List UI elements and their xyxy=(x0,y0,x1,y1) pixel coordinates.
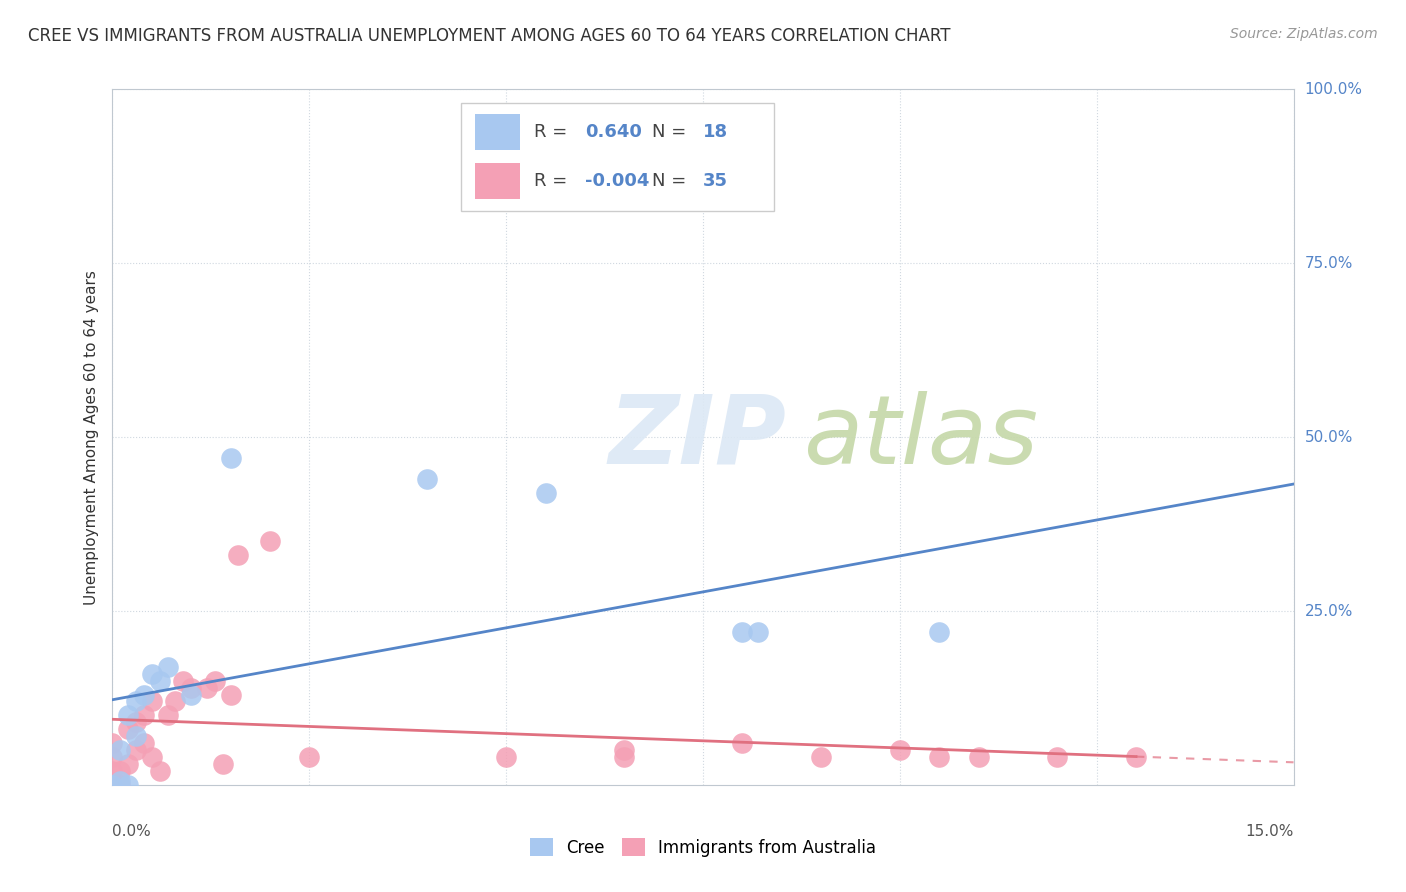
Text: N =: N = xyxy=(652,123,692,141)
Point xyxy=(141,750,163,764)
Point xyxy=(101,778,124,792)
FancyBboxPatch shape xyxy=(475,163,520,199)
Text: CREE VS IMMIGRANTS FROM AUSTRALIA UNEMPLOYMENT AMONG AGES 60 TO 64 YEARS CORRELA: CREE VS IMMIGRANTS FROM AUSTRALIA UNEMPL… xyxy=(28,27,950,45)
Point xyxy=(117,708,139,723)
Point xyxy=(141,666,163,681)
Point xyxy=(110,764,132,778)
Text: 75.0%: 75.0% xyxy=(1305,256,1353,270)
Point xyxy=(180,688,202,702)
Point xyxy=(125,729,148,743)
Legend: Cree, Immigrants from Australia: Cree, Immigrants from Australia xyxy=(530,838,876,856)
Point xyxy=(731,736,754,750)
Text: 25.0%: 25.0% xyxy=(1305,604,1353,618)
Text: 50.0%: 50.0% xyxy=(1305,430,1353,444)
Point xyxy=(180,681,202,695)
Point xyxy=(149,673,172,688)
Point xyxy=(156,659,179,673)
Text: 0.0%: 0.0% xyxy=(112,824,152,838)
Point xyxy=(141,694,163,708)
Text: Source: ZipAtlas.com: Source: ZipAtlas.com xyxy=(1230,27,1378,41)
FancyBboxPatch shape xyxy=(475,114,520,151)
Point xyxy=(117,778,139,792)
Point xyxy=(172,673,194,688)
Point xyxy=(125,743,148,757)
Text: R =: R = xyxy=(534,123,574,141)
Point xyxy=(1125,750,1147,764)
Point xyxy=(101,736,124,750)
Point xyxy=(928,624,950,639)
Point xyxy=(125,694,148,708)
Point xyxy=(495,750,517,764)
Point xyxy=(110,778,132,792)
Point xyxy=(259,534,281,549)
Point xyxy=(1046,750,1069,764)
Point xyxy=(165,694,187,708)
Point xyxy=(747,624,769,639)
Point xyxy=(613,750,636,764)
Point xyxy=(810,750,832,764)
Point xyxy=(613,743,636,757)
Point xyxy=(534,485,557,500)
Text: ZIP: ZIP xyxy=(609,391,786,483)
Point xyxy=(125,715,148,730)
Text: 0.640: 0.640 xyxy=(585,123,641,141)
Point xyxy=(195,681,218,695)
Point xyxy=(211,757,233,772)
Point xyxy=(101,764,124,778)
Point xyxy=(298,750,321,764)
Text: 18: 18 xyxy=(703,123,728,141)
Point xyxy=(204,673,226,688)
Point xyxy=(416,472,439,486)
Point xyxy=(132,708,155,723)
Text: N =: N = xyxy=(652,172,692,190)
Point xyxy=(117,723,139,737)
Point xyxy=(928,750,950,764)
Point xyxy=(219,688,242,702)
Text: 15.0%: 15.0% xyxy=(1246,824,1294,838)
Text: R =: R = xyxy=(534,172,574,190)
Point xyxy=(967,750,990,764)
Point xyxy=(156,708,179,723)
Point xyxy=(117,757,139,772)
Text: 35: 35 xyxy=(703,172,728,190)
Point xyxy=(219,450,242,465)
Point xyxy=(110,743,132,757)
Y-axis label: Unemployment Among Ages 60 to 64 years: Unemployment Among Ages 60 to 64 years xyxy=(83,269,98,605)
Text: 100.0%: 100.0% xyxy=(1305,82,1362,96)
Point xyxy=(101,750,124,764)
Text: atlas: atlas xyxy=(803,391,1039,483)
FancyBboxPatch shape xyxy=(461,103,773,211)
Point xyxy=(228,549,250,563)
Point xyxy=(132,736,155,750)
Point xyxy=(731,624,754,639)
Point xyxy=(110,774,132,789)
Point xyxy=(132,688,155,702)
Text: -0.004: -0.004 xyxy=(585,172,650,190)
Point xyxy=(149,764,172,778)
Point xyxy=(889,743,911,757)
